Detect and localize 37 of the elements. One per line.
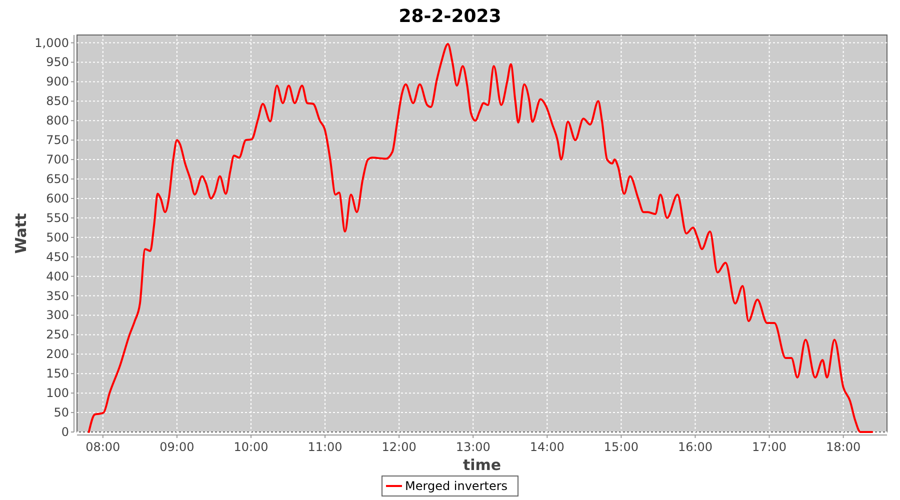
x-tick-label: 17:00 [752,440,787,454]
x-tick-label: 16:00 [678,440,713,454]
y-tick-label: 500 [46,230,69,244]
y-tick-label: 300 [46,308,69,322]
y-tick-label: 50 [54,406,69,420]
y-axis-title: Watt [12,213,30,254]
x-axis-title: time [462,456,502,474]
x-tick-label: 15:00 [604,440,638,454]
y-tick-label: 550 [46,210,69,225]
y-tick-label: 700 [46,152,69,167]
y-tick-label: 200 [46,347,69,362]
y-tick-label: 800 [46,114,69,128]
x-tick-label: 08:00 [86,440,120,454]
y-tick-label: 0 [61,425,69,439]
y-tick-label: 250 [46,328,69,342]
y-tick-label: 750 [46,133,69,148]
y-tick-label: 150 [46,366,69,381]
x-tick-label: 12:00 [382,440,416,454]
y-tick-label: 1,000 [34,36,69,50]
y-tick-label: 850 [46,94,69,108]
y-tick-label: 900 [46,74,69,89]
chart-title: 28-2-2023 [398,6,502,27]
y-tick-label: 650 [46,172,69,186]
y-tick-label: 450 [46,250,69,264]
x-tick-label: 18:00 [826,440,861,454]
x-tick-label: 14:00 [530,440,564,454]
y-tick-label: 600 [46,191,69,206]
line-series [88,42,874,433]
y-tick-label: 350 [46,288,69,303]
x-tick-label: 09:00 [160,440,194,454]
y-tick-label: 100 [46,386,69,400]
y-tick-label: 400 [46,269,69,284]
x-tick-label: 11:00 [308,440,342,454]
legend-label: Merged inverters [405,479,508,493]
x-tick-label: 13:00 [456,440,490,454]
y-tick-label: 950 [46,55,69,70]
x-tick-label: 10:00 [234,440,268,454]
